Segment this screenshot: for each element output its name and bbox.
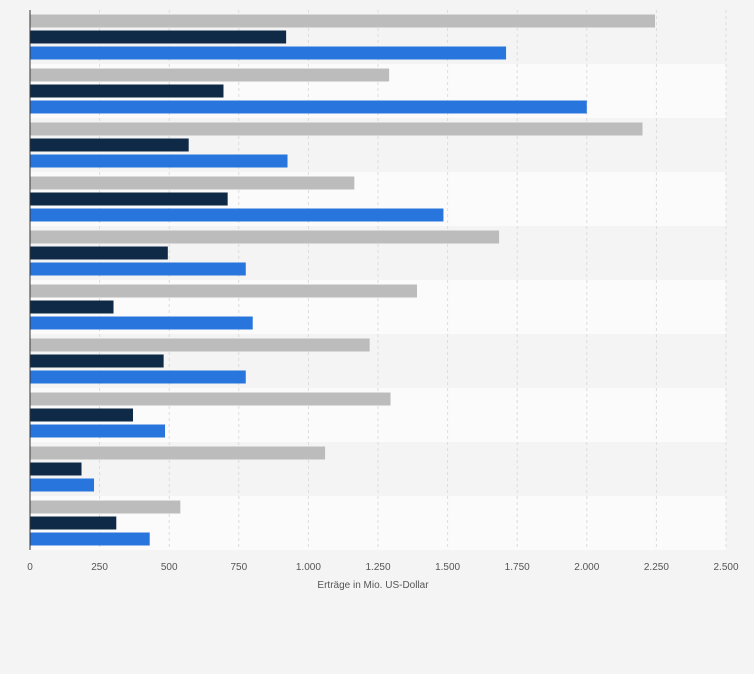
bar [30, 246, 168, 260]
bar [30, 478, 95, 492]
bar [30, 446, 326, 460]
bar [30, 354, 164, 368]
x-tick-label: 1.500 [435, 562, 460, 573]
x-tick-label: 500 [161, 562, 178, 573]
bar [30, 370, 246, 384]
x-tick-label: 1.750 [505, 562, 530, 573]
bar [30, 392, 391, 406]
bar [30, 338, 370, 352]
bar [30, 284, 417, 298]
bar [30, 462, 82, 476]
x-tick-label: 1.250 [365, 562, 390, 573]
bar [30, 532, 150, 546]
bar [30, 408, 134, 422]
bar [30, 138, 189, 152]
bar [30, 316, 253, 330]
bar [30, 262, 246, 276]
x-tick-label: 2.250 [644, 562, 669, 573]
bar [30, 122, 643, 136]
x-tick-labels: 0 250 500 750 1.000 1.250 1.500 1.750 2.000 2.250… [27, 562, 739, 573]
bar [30, 30, 287, 44]
x-tick-label: 1.000 [296, 562, 321, 573]
bar [30, 84, 224, 98]
bar [30, 14, 656, 28]
bar [30, 68, 390, 82]
bar [30, 154, 288, 168]
x-tick-label: 0 [27, 562, 33, 573]
bar [30, 230, 500, 244]
x-tick-label: 250 [91, 562, 108, 573]
bar [30, 176, 355, 190]
gridlines [99, 10, 727, 550]
bar [30, 100, 587, 114]
x-axis-label: Erträge in Mio. US-Dollar [317, 580, 429, 591]
x-tick-label: 2.500 [713, 562, 738, 573]
x-tick-label: 2.000 [574, 562, 599, 573]
bar [30, 300, 114, 314]
bar [30, 424, 166, 438]
bars [30, 14, 656, 546]
bar [30, 516, 117, 530]
bar [30, 46, 507, 60]
bar [30, 192, 228, 206]
x-tick-label: 750 [230, 562, 247, 573]
bar [30, 208, 444, 222]
bar [30, 500, 181, 514]
